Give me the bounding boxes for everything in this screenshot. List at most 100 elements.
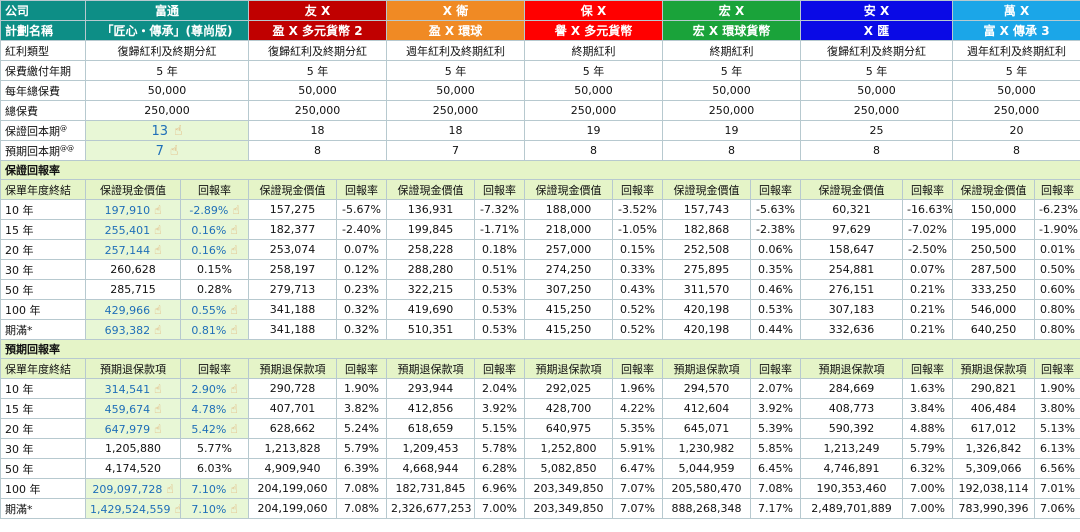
value-text: 192,038,114: [958, 482, 1029, 495]
col-value-header: 預期退保款項: [248, 358, 338, 379]
value-text: 279,713: [269, 283, 316, 296]
company-name: 宏 X: [662, 0, 802, 21]
value-text: 150,000: [970, 203, 1017, 216]
thumbs-up-icon: ☝: [174, 502, 179, 516]
year-label: 30 年: [0, 259, 86, 280]
value-text: 253,074: [269, 243, 316, 256]
rate-text: 0.15%: [197, 263, 232, 276]
info-value-text: 復歸紅利及終期分紅: [827, 44, 927, 58]
thumbs-up-icon: ☝: [154, 242, 162, 257]
info-label-text: 紅利類型: [5, 44, 49, 58]
value-cell: 420,198: [662, 299, 752, 320]
info-value-text: 終期紅利: [571, 44, 616, 58]
thumbs-up-icon: ☝: [154, 421, 162, 436]
rate-cell: 0.16% ☝: [179, 239, 250, 260]
value-cell: 419,690: [386, 299, 476, 320]
rate-cell: -5.63%: [750, 199, 802, 220]
year-label: 15 年: [0, 398, 86, 419]
info-value: 5 年: [800, 60, 954, 81]
rate-text: 6.47%: [620, 462, 655, 475]
value-cell: 407,701: [248, 398, 338, 419]
value-cell: 333,250: [952, 279, 1036, 300]
value-cell: 199,845: [386, 219, 476, 240]
value-text: 276,151: [828, 283, 875, 296]
col-value-header: 預期退保款項: [662, 358, 752, 379]
rate-text: 0.80%: [1040, 323, 1075, 336]
rate-text: 5.15%: [482, 422, 517, 435]
rate-text: 7.01%: [1040, 482, 1075, 495]
plan-name: 盈 X 環球: [386, 20, 526, 41]
data-row: 100 年 429,966 ☝ 0.55% ☝ 341,188 0.32% 419,690 0.…: [0, 299, 1080, 320]
rate-cell: 4.78% ☝: [179, 398, 250, 419]
rate-text: 5.24%: [344, 422, 379, 435]
value-text: 322,215: [407, 283, 454, 296]
rate-text: 7.17%: [758, 502, 793, 515]
data-row: 30 年 260,628 0.15% 258,197 0.12% 288,280 0.51%…: [0, 259, 1080, 280]
value-cell: 1,205,880: [85, 438, 181, 459]
info-value: 50,000: [524, 80, 664, 101]
value-text: 407,701: [269, 402, 316, 415]
rate-cell: 0.50%: [1034, 259, 1080, 280]
value-text: 307,183: [828, 303, 875, 316]
rate-cell: -1.71%: [474, 219, 526, 240]
rate-text: 0.07%: [344, 243, 379, 256]
rate-text: 0.21%: [910, 283, 945, 296]
rate-text: 0.53%: [482, 323, 517, 336]
rate-text: 6.45%: [758, 462, 793, 475]
rate-cell: 7.00%: [474, 498, 526, 519]
value-text: 293,944: [407, 382, 454, 395]
info-value: 5 年: [662, 60, 802, 81]
rate-text: 7.07%: [620, 482, 655, 495]
rate-cell: 6.96%: [474, 478, 526, 499]
value-text: 1,209,453: [402, 442, 459, 455]
value-cell: 284,669: [800, 378, 904, 399]
info-value-text: 8: [1013, 144, 1021, 157]
year-label: 20 年: [0, 418, 86, 439]
thumbs-up-icon: ☝: [230, 242, 238, 257]
value-cell: 287,500: [952, 259, 1036, 280]
info-value-text: 5 年: [582, 64, 605, 78]
rate-cell: 0.51%: [474, 259, 526, 280]
value-cell: 279,713: [248, 279, 338, 300]
rate-text: 5.13%: [1040, 422, 1075, 435]
value-text: 218,000: [545, 223, 592, 236]
thumbs-up-icon: ☝: [174, 122, 183, 139]
rate-cell: 4.22%: [612, 398, 664, 419]
info-value: 18: [386, 120, 526, 141]
rate-cell: 3.92%: [750, 398, 802, 419]
col-year-header: 保單年度終結: [0, 179, 86, 200]
rate-cell: 0.81% ☝: [179, 319, 250, 340]
rate-cell: 0.21%: [902, 319, 954, 340]
value-text: 1,252,800: [540, 442, 597, 455]
rate-text: 0.53%: [758, 303, 793, 316]
col-rate-header: 回報率: [612, 179, 664, 200]
value-cell: 888,268,348: [662, 498, 752, 519]
info-value: 8: [662, 140, 802, 161]
info-row: 保證回本期@ 13 ☝ 18 18 19 19 25 20: [0, 120, 1080, 141]
rate-text: 0.44%: [758, 323, 793, 336]
year-label: 50 年: [0, 458, 86, 479]
rate-text: 7.00%: [482, 502, 517, 515]
info-value: 50,000: [800, 80, 954, 101]
rate-cell: 3.82%: [336, 398, 388, 419]
section-title-row: 保證回報率: [0, 160, 1080, 180]
rate-text: 1.90%: [344, 382, 379, 395]
rate-cell: 7.01%: [1034, 478, 1080, 499]
value-cell: 415,250: [524, 299, 614, 320]
rate-cell: -1.05%: [612, 219, 664, 240]
info-value-text: 8: [728, 144, 736, 157]
value-cell: 693,382 ☝: [85, 319, 181, 340]
info-row: 預期回本期@@ 7 ☝ 8 7 8 8 8 8: [0, 140, 1080, 161]
rate-cell: 5.35%: [612, 418, 664, 439]
rate-text: 0.18%: [482, 243, 517, 256]
rate-cell: 0.21%: [902, 299, 954, 320]
rate-text: 0.50%: [1040, 263, 1075, 276]
data-row: 15 年 459,674 ☝ 4.78% ☝ 407,701 3.82% 412,856 3.9…: [0, 398, 1080, 419]
col-rate-header: 回報率: [179, 179, 250, 200]
rate-cell: 7.07%: [612, 498, 664, 519]
info-value: 5 年: [84, 60, 250, 81]
rate-cell: 0.15%: [179, 259, 250, 280]
rate-cell: 5.15%: [474, 418, 526, 439]
rate-cell: 0.01%: [1034, 239, 1080, 260]
company-name: X 衛: [386, 0, 526, 21]
